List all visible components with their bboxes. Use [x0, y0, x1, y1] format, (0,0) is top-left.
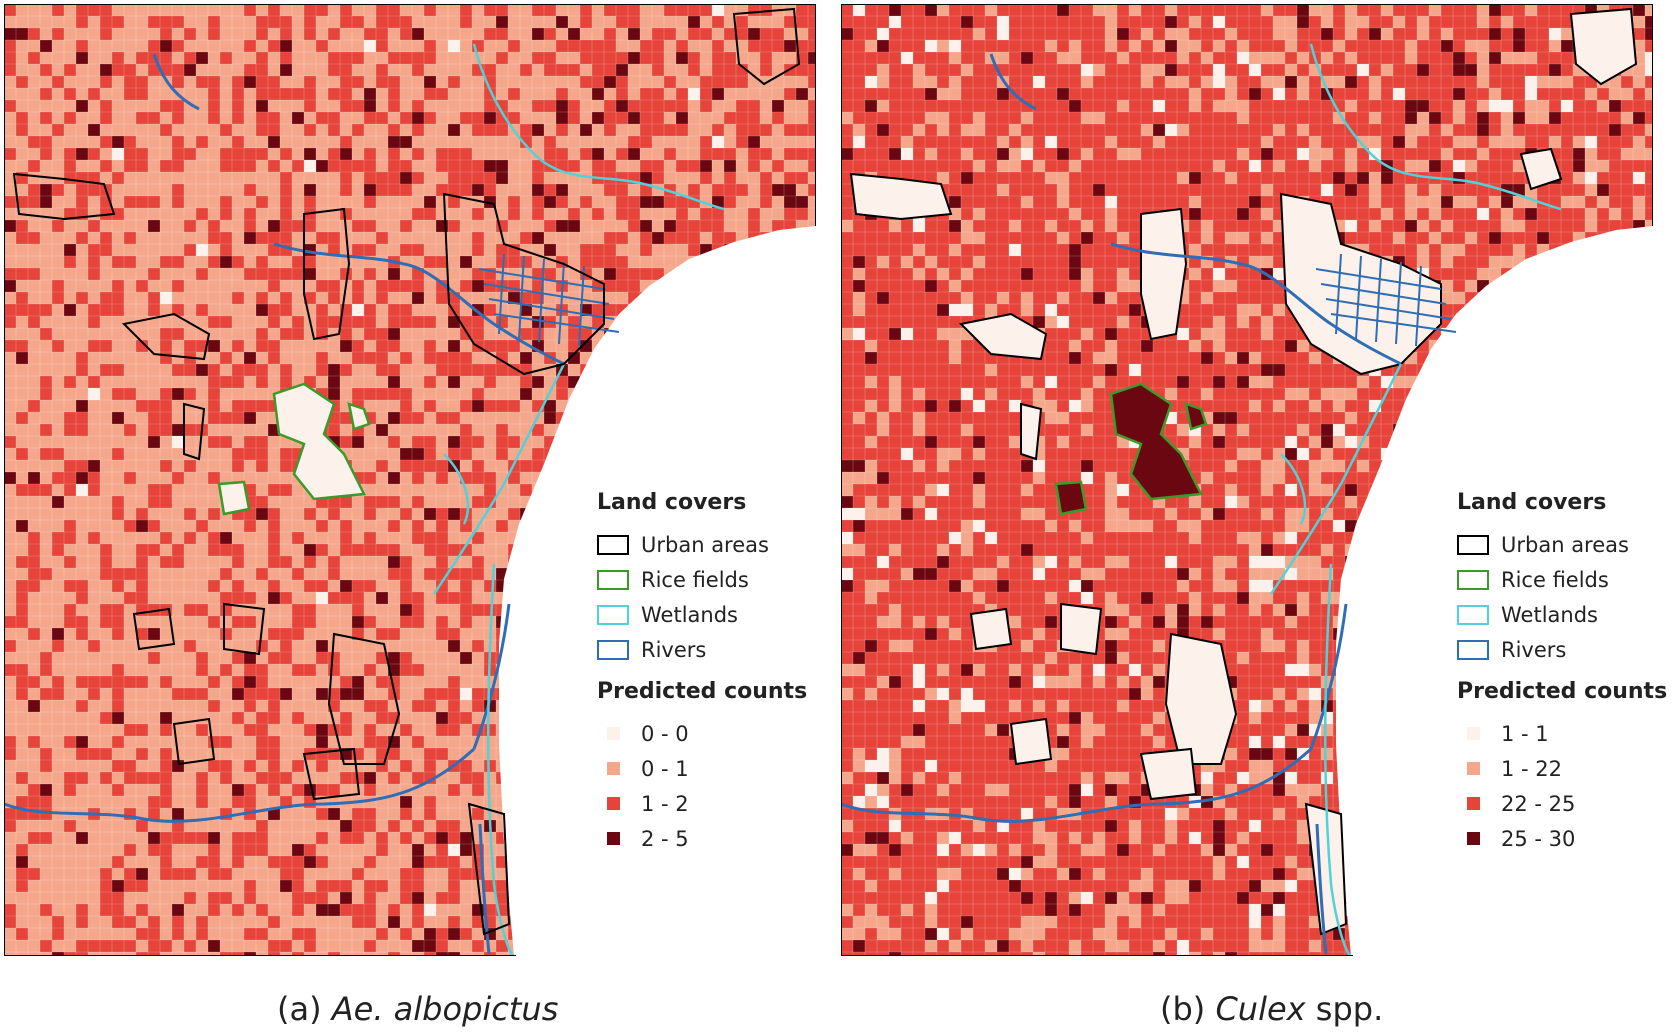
urban-areas-swatch: [1457, 534, 1489, 555]
legend-label: 25 - 30: [1501, 826, 1576, 851]
rice-fields-layer: [1054, 382, 1208, 516]
map-a: [4, 4, 816, 956]
legend-item-urban-areas: Urban areas: [1457, 527, 1674, 562]
legend-count-item: 0 - 0: [597, 716, 837, 751]
legend-label: Rice fields: [641, 567, 749, 592]
legend-count-item: 1 - 1: [1457, 716, 1674, 751]
wetlands-swatch: [1457, 604, 1489, 625]
legend-label: 2 - 5: [641, 826, 689, 851]
count-swatch: [1467, 797, 1480, 810]
legend-count-item: 25 - 30: [1457, 821, 1674, 856]
rivers-swatch: [1457, 639, 1489, 660]
legend-a: Land covers Urban areas Rice fields Wetl…: [597, 490, 837, 856]
legend-item-urban-areas: Urban areas: [597, 527, 837, 562]
legend-item-rice-fields: Rice fields: [597, 562, 837, 597]
legend-count-item: 2 - 5: [597, 821, 837, 856]
legend-item-rivers: Rivers: [1457, 632, 1674, 667]
wetlands-layer: [1269, 43, 1562, 956]
legend-label: Urban areas: [641, 532, 769, 557]
caption-b: (b) Culex spp.: [1160, 990, 1383, 1028]
legend-item-rivers: Rivers: [597, 632, 837, 667]
legend-label: 1 - 1: [1501, 721, 1549, 746]
rivers-network: [1315, 253, 1457, 347]
legend-label: 1 - 22: [1501, 756, 1563, 781]
legend-label: Wetlands: [1501, 602, 1598, 627]
legend-label: Rice fields: [1501, 567, 1609, 592]
caption-label: (b): [1160, 990, 1206, 1028]
legend-count-item: 22 - 25: [1457, 786, 1674, 821]
legend-label: Rivers: [1501, 637, 1567, 662]
panel-b: Land covers Urban areas Rice fields Wetl…: [837, 0, 1674, 1034]
caption-label: (a): [277, 990, 322, 1028]
count-swatch: [607, 762, 620, 775]
rivers-network: [478, 253, 620, 347]
wetlands-swatch: [597, 604, 629, 625]
urban-areas-layer: [12, 7, 801, 936]
legend-label: 1 - 2: [641, 791, 689, 816]
caption-suffix: spp.: [1315, 990, 1384, 1028]
legend-count-item: 1 - 2: [597, 786, 837, 821]
predicted-counts-title: Predicted counts: [1457, 679, 1668, 704]
urban-areas-layer: [849, 7, 1638, 936]
urban-areas-swatch: [597, 534, 629, 555]
caption-a: (a) Ae. albopictus: [277, 990, 558, 1028]
caption-species: Ae. albopictus: [331, 990, 559, 1028]
caption-species: Culex: [1215, 990, 1306, 1028]
rice-fields-layer: [217, 382, 371, 516]
legend-b: Land covers Urban areas Rice fields Wetl…: [1457, 490, 1674, 856]
rivers-layer: [4, 53, 565, 955]
predicted-counts-title: Predicted counts: [597, 679, 808, 704]
count-swatch: [1467, 762, 1480, 775]
legend-item-wetlands: Wetlands: [1457, 597, 1674, 632]
count-swatch: [607, 727, 620, 740]
legend-label: Urban areas: [1501, 532, 1629, 557]
rivers-layer: [841, 53, 1402, 955]
legend-label: 0 - 1: [641, 756, 689, 781]
count-swatch: [607, 797, 620, 810]
land-covers-title: Land covers: [1457, 490, 1607, 515]
legend-label: 22 - 25: [1501, 791, 1576, 816]
rice-fields-swatch: [597, 569, 629, 590]
rivers-swatch: [597, 639, 629, 660]
sea-area: [499, 4, 816, 956]
wetlands-layer: [432, 43, 725, 956]
count-swatch: [1467, 727, 1480, 740]
legend-label: Rivers: [641, 637, 707, 662]
legend-count-item: 1 - 22: [1457, 751, 1674, 786]
land-covers-title: Land covers: [597, 490, 747, 515]
count-swatch: [1467, 832, 1480, 845]
legend-item-wetlands: Wetlands: [597, 597, 837, 632]
map-b: [841, 4, 1653, 956]
legend-item-rice-fields: Rice fields: [1457, 562, 1674, 597]
legend-label: Wetlands: [641, 602, 738, 627]
legend-label: 0 - 0: [641, 721, 689, 746]
legend-count-item: 0 - 1: [597, 751, 837, 786]
rice-fields-swatch: [1457, 569, 1489, 590]
sea-area: [1336, 4, 1653, 956]
panel-a: Land covers Urban areas Rice fields Wetl…: [4, 4, 837, 1028]
count-swatch: [607, 832, 620, 845]
